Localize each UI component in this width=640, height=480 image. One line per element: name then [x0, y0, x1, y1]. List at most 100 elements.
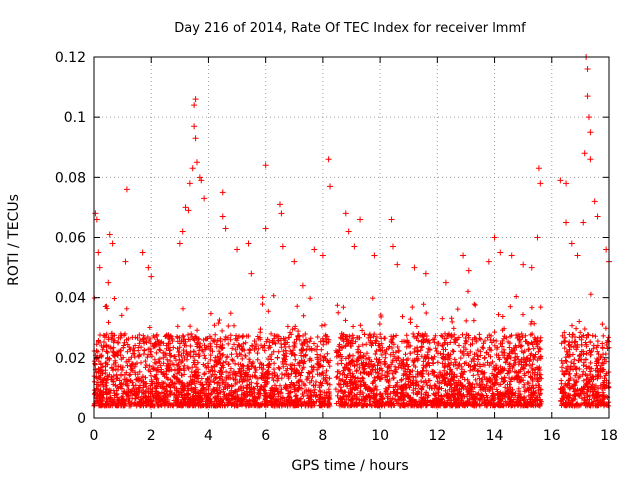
data-point	[394, 261, 401, 268]
data-point	[185, 207, 192, 214]
data-point	[93, 216, 100, 223]
data-point	[563, 180, 570, 187]
data-point	[442, 279, 449, 286]
x-tick-label: 2	[147, 428, 156, 444]
data-point	[278, 210, 285, 217]
data-point	[186, 180, 193, 187]
y-tick-label: 0.1	[64, 110, 86, 126]
data-point	[508, 252, 515, 259]
data-point	[179, 228, 186, 235]
x-tick-label: 16	[543, 428, 561, 444]
data-point	[574, 252, 581, 259]
data-point	[557, 177, 564, 184]
data-point	[528, 264, 535, 271]
data-point	[95, 249, 102, 256]
x-axis-label: GPS time / hours	[291, 458, 408, 474]
data-point	[194, 159, 200, 166]
data-point	[465, 267, 472, 274]
data-point	[96, 264, 103, 271]
data-point	[189, 165, 196, 172]
data-point	[568, 240, 575, 247]
grid-lines	[94, 57, 609, 418]
data-point	[584, 93, 591, 100]
data-point	[191, 102, 198, 109]
data-point	[299, 282, 306, 289]
data-point	[603, 246, 610, 253]
data-point	[534, 234, 541, 241]
data-point	[219, 213, 226, 220]
data-point	[535, 165, 542, 172]
data-point	[537, 180, 544, 187]
data-point	[563, 219, 570, 226]
data-point	[594, 213, 601, 220]
data-point	[196, 174, 203, 181]
data-point	[192, 96, 199, 103]
data-point	[291, 258, 298, 265]
data-point	[325, 156, 332, 163]
x-tick-label: 6	[261, 428, 270, 444]
data-point	[581, 150, 588, 157]
data-point	[520, 261, 527, 268]
data-point	[234, 246, 241, 253]
y-tick-label: 0.02	[55, 351, 86, 367]
y-tick-label: 0.08	[55, 170, 86, 186]
baseline-scatter	[91, 288, 612, 409]
data-point	[279, 243, 286, 250]
x-tick-label: 8	[318, 428, 327, 444]
data-point	[222, 225, 229, 232]
data-point	[591, 198, 598, 205]
data-point	[460, 252, 467, 259]
y-tick-label: 0	[77, 411, 86, 427]
data-point	[92, 210, 99, 217]
data-point	[491, 234, 498, 241]
data-point	[145, 264, 152, 271]
data-point	[176, 240, 183, 247]
data-point	[351, 243, 358, 250]
data-point	[139, 249, 146, 256]
x-tick-label: 0	[90, 428, 99, 444]
data-point	[106, 231, 113, 238]
data-point	[109, 240, 116, 247]
y-axis-ticks: 0 0.02 0.04 0.06 0.08 0.1 0.12	[55, 50, 609, 427]
data-point	[371, 252, 378, 259]
data-point	[192, 135, 199, 142]
y-tick-label: 0.12	[55, 50, 86, 66]
data-point	[262, 225, 269, 232]
x-axis-ticks: 0 2 4 6 8 10 12 14 16 18	[90, 57, 618, 444]
data-point	[389, 243, 396, 250]
x-tick-label: 4	[204, 428, 213, 444]
data-point	[497, 249, 504, 256]
data-point	[580, 219, 587, 226]
data-point	[327, 183, 334, 190]
data-point	[182, 204, 189, 211]
data-points	[91, 288, 612, 409]
x-tick-label: 14	[486, 428, 504, 444]
data-point	[485, 258, 492, 265]
peak-points	[92, 54, 612, 289]
data-point	[422, 270, 429, 277]
data-point	[191, 123, 198, 130]
data-point	[388, 216, 395, 223]
chart-title: Day 216 of 2014, Rate Of TEC Index for r…	[174, 21, 526, 36]
data-point	[587, 129, 594, 136]
y-tick-label: 0.04	[55, 291, 86, 307]
y-axis-label: ROTI / TECUs	[6, 194, 22, 286]
data-point	[248, 270, 255, 277]
data-point	[219, 189, 226, 196]
y-tick-label: 0.06	[55, 231, 86, 247]
data-point	[123, 186, 130, 193]
data-point	[345, 228, 352, 235]
x-tick-label: 18	[600, 428, 618, 444]
data-point	[105, 279, 112, 286]
data-point	[584, 66, 591, 73]
data-point	[587, 156, 594, 163]
data-point	[319, 252, 326, 259]
data-point	[411, 264, 418, 271]
data-point	[122, 258, 129, 265]
data-point	[357, 216, 364, 223]
data-point	[311, 246, 318, 253]
data-point	[276, 201, 283, 208]
data-point	[262, 162, 269, 169]
data-point	[245, 240, 252, 247]
data-point	[198, 177, 205, 184]
